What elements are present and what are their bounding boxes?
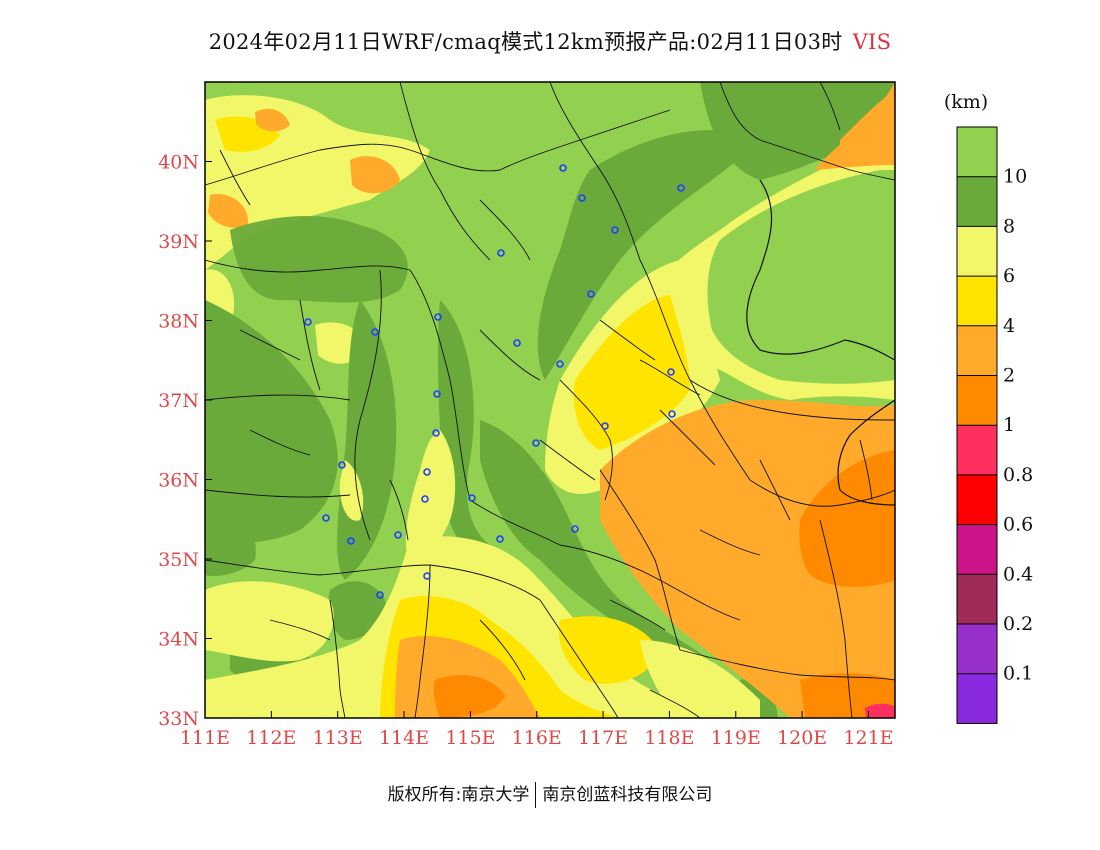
title-text: 2024年02月11日WRF/cmaq模式12km预报产品:02月11日03时	[208, 30, 843, 54]
station-marker	[513, 339, 521, 347]
station-marker	[433, 390, 441, 398]
x-tick-label: 112E	[246, 727, 296, 749]
map-title: 2024年02月11日WRF/cmaq模式12km预报产品:02月11日03时 V…	[0, 26, 1100, 56]
admin-boundaries	[205, 82, 895, 718]
station-markers	[304, 164, 685, 599]
x-tick-label: 117E	[578, 727, 628, 749]
y-tick-label: 38N	[158, 311, 199, 333]
colorbar-level-label: 0.2	[1003, 613, 1033, 635]
y-tick-label: 36N	[158, 470, 199, 492]
colorbar-swatch	[957, 474, 997, 525]
colorbar: 10 8 6 4 2 1 0.8 0.6 0.4 0.2 0.1	[956, 126, 1033, 724]
station-marker	[668, 410, 676, 418]
station-marker	[376, 591, 384, 599]
colorbar-level-label: 4	[1003, 315, 1015, 337]
colorbar-level-label: 0.4	[1003, 563, 1033, 585]
y-tick-label: 35N	[158, 549, 199, 571]
visibility-field	[205, 82, 895, 718]
copyright-footer: 版权所有:南京大学 南京创蓝科技有限公司	[0, 780, 1100, 808]
colorbar-level-label: 10	[1003, 166, 1027, 188]
station-marker	[601, 422, 609, 430]
y-tick-label: 39N	[158, 231, 199, 253]
x-tick-label: 113E	[313, 727, 363, 749]
station-marker	[578, 194, 586, 202]
x-tick-label: 118E	[644, 727, 694, 749]
station-marker	[347, 537, 355, 545]
colorbar-swatch	[957, 226, 997, 277]
station-marker	[304, 318, 312, 326]
x-tick-label: 111E	[180, 727, 230, 749]
station-marker	[421, 495, 429, 503]
colorbar-swatch	[957, 524, 997, 575]
colorbar-level-label: 0.1	[1003, 663, 1033, 685]
x-tick-label: 121E	[843, 727, 893, 749]
x-tick-label: 119E	[711, 727, 761, 749]
colorbar-swatch	[957, 624, 997, 674]
colorbar-swatch	[957, 574, 997, 624]
x-tick-label: 114E	[379, 727, 429, 749]
colorbar-swatch	[957, 127, 997, 177]
station-marker	[434, 313, 442, 321]
colorbar-level-label: 0.6	[1003, 514, 1033, 536]
y-tick-label: 33N	[158, 708, 199, 730]
y-tick-label: 40N	[158, 152, 199, 174]
station-marker	[532, 439, 540, 447]
colorbar-level-label: 1	[1003, 414, 1015, 436]
station-marker	[611, 226, 619, 234]
y-tick-label: 37N	[158, 390, 199, 412]
y-axis: 33N 34N 35N 36N 37N 38N 39N 40N	[158, 152, 212, 730]
footer-separator	[535, 782, 537, 808]
station-marker	[496, 535, 504, 543]
x-axis: 111E 112E 113E 114E 115E 116E 117E 118E 119E 120E…	[180, 711, 894, 749]
colorbar-level-label: 8	[1003, 215, 1015, 237]
footer-left: 版权所有:南京大学	[387, 785, 530, 805]
colorbar-swatch	[957, 176, 997, 227]
station-marker	[571, 525, 579, 533]
colorbar-level-label: 6	[1003, 265, 1015, 287]
colorbar-swatch	[957, 325, 997, 376]
station-marker	[322, 514, 330, 522]
station-marker	[556, 360, 564, 368]
colorbar-swatch	[957, 276, 997, 326]
station-marker	[468, 494, 476, 502]
station-marker	[423, 468, 431, 476]
colorbar-swatch	[957, 673, 997, 724]
station-marker	[394, 531, 402, 539]
title-variable: VIS	[852, 30, 892, 54]
station-marker	[667, 368, 675, 376]
x-tick-label: 116E	[512, 727, 562, 749]
station-marker	[497, 249, 505, 257]
colorbar-swatch	[957, 425, 997, 475]
colorbar-level-label: 2	[1003, 365, 1015, 387]
station-marker	[371, 328, 379, 336]
station-marker	[423, 572, 431, 580]
x-tick-label: 120E	[777, 727, 827, 749]
station-marker	[338, 461, 346, 469]
station-marker	[432, 429, 440, 437]
x-tick-label: 115E	[445, 727, 495, 749]
colorbar-level-label: 0.8	[1003, 464, 1033, 486]
coastline	[746, 179, 895, 506]
station-marker	[559, 164, 567, 172]
station-marker	[677, 184, 685, 192]
footer-right: 南京创蓝科技有限公司	[542, 785, 713, 805]
station-marker	[587, 290, 595, 298]
colorbar-swatch	[957, 375, 997, 426]
y-tick-label: 34N	[158, 629, 199, 651]
colorbar-unit-label: (km)	[944, 91, 988, 113]
